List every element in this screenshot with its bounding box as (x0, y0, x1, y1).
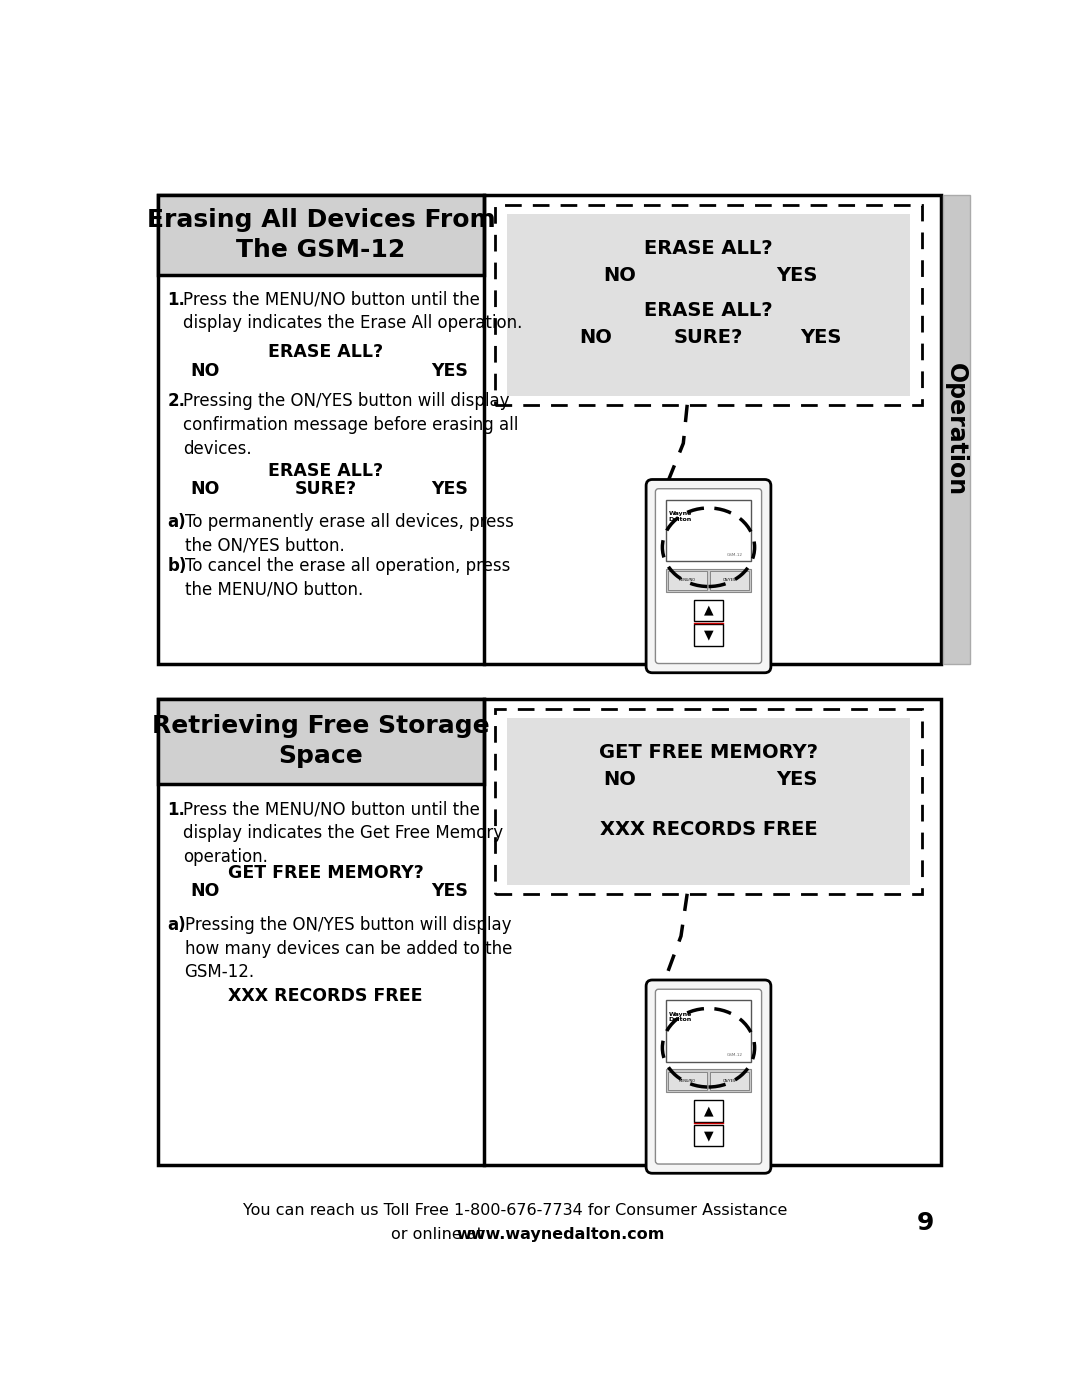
Text: Press the MENU/NO button until the
display indicates the Erase All operation.: Press the MENU/NO button until the displ… (183, 291, 523, 332)
Text: Wayne
Dalton: Wayne Dalton (669, 511, 692, 522)
Text: YES: YES (431, 362, 469, 380)
Text: ▼: ▼ (704, 629, 713, 641)
Text: NO: NO (191, 481, 220, 499)
Text: ERASE ALL?: ERASE ALL? (268, 344, 383, 362)
Text: ON/YES: ON/YES (723, 578, 737, 583)
Text: Press the MENU/NO button until the
display indicates the Get Free Memory
operati: Press the MENU/NO button until the displ… (183, 800, 503, 866)
FancyBboxPatch shape (656, 489, 761, 664)
Text: NO: NO (579, 327, 612, 346)
Text: or online at: or online at (391, 1227, 488, 1242)
Text: GET FREE MEMORY?: GET FREE MEMORY? (228, 863, 423, 882)
Text: To permanently erase all devices, press
the ON/YES button.: To permanently erase all devices, press … (185, 513, 513, 555)
Text: Pressing the ON/YES button will display
how many devices can be added to the
GSM: Pressing the ON/YES button will display … (185, 916, 512, 981)
Bar (693, 624, 724, 645)
FancyBboxPatch shape (646, 979, 771, 1173)
Text: ▲: ▲ (704, 1105, 713, 1118)
Bar (496, 708, 921, 894)
Text: Operation: Operation (944, 363, 968, 496)
Bar (666, 1069, 751, 1092)
Text: ▲: ▲ (704, 604, 713, 617)
Text: GET FREE MEMORY?: GET FREE MEMORY? (599, 743, 818, 763)
Text: a): a) (167, 916, 186, 935)
Text: Erasing All Devices From
The GSM-12: Erasing All Devices From The GSM-12 (147, 208, 496, 261)
Text: XXX RECORDS FREE: XXX RECORDS FREE (599, 820, 818, 840)
Text: ERASE ALL?: ERASE ALL? (644, 300, 773, 320)
Text: XXX RECORDS FREE: XXX RECORDS FREE (228, 986, 423, 1004)
Text: Wayne
Dalton: Wayne Dalton (669, 1011, 692, 1023)
Text: www.waynedalton.com: www.waynedalton.com (456, 1227, 664, 1242)
Bar (693, 1125, 724, 1147)
Text: GSM-12: GSM-12 (727, 553, 743, 557)
Text: b): b) (167, 557, 187, 576)
Text: YES: YES (777, 265, 818, 285)
FancyBboxPatch shape (656, 989, 761, 1164)
Bar (667, 1071, 707, 1090)
Bar (693, 599, 724, 622)
Text: To cancel the erase all operation, press
the MENU/NO button.: To cancel the erase all operation, press… (185, 557, 510, 599)
Bar (710, 1071, 750, 1090)
Text: MENU/NO: MENU/NO (679, 578, 696, 583)
Bar (159, 194, 941, 665)
Bar (507, 718, 910, 884)
Text: ERASE ALL?: ERASE ALL? (268, 462, 383, 479)
Text: YES: YES (777, 770, 818, 789)
Text: NO: NO (604, 770, 636, 789)
Text: NO: NO (191, 362, 220, 380)
Text: SURE?: SURE? (674, 327, 743, 346)
Bar (507, 214, 910, 395)
Text: 1.: 1. (167, 800, 186, 819)
Text: 2.: 2. (167, 393, 186, 411)
Text: ON/YES: ON/YES (723, 1078, 737, 1083)
Text: GSM-12: GSM-12 (727, 1053, 743, 1058)
Bar (666, 1000, 751, 1062)
Text: 1.: 1. (167, 291, 186, 309)
Text: Pressing the ON/YES button will display
confirmation message before erasing all
: Pressing the ON/YES button will display … (183, 393, 518, 458)
Text: Retrieving Free Storage
Space: Retrieving Free Storage Space (152, 714, 490, 768)
Text: MENU/NO: MENU/NO (679, 1078, 696, 1083)
Text: YES: YES (800, 327, 842, 346)
Bar (496, 204, 921, 405)
Text: ERASE ALL?: ERASE ALL? (644, 239, 773, 258)
Bar (159, 194, 484, 275)
Bar (943, 194, 970, 665)
Text: NO: NO (604, 265, 636, 285)
Text: YES: YES (431, 481, 469, 499)
Bar (159, 698, 941, 1165)
FancyBboxPatch shape (646, 479, 771, 673)
Bar (710, 571, 750, 590)
Bar (693, 1099, 724, 1122)
Text: 9: 9 (917, 1211, 934, 1235)
Bar (666, 500, 751, 562)
Text: SURE?: SURE? (295, 481, 356, 499)
Bar (666, 569, 751, 592)
Text: NO: NO (191, 882, 220, 900)
Text: YES: YES (431, 882, 469, 900)
Bar (667, 571, 707, 590)
Text: a): a) (167, 513, 186, 531)
Text: You can reach us Toll Free 1-800-676-7734 for Consumer Assistance: You can reach us Toll Free 1-800-676-773… (243, 1203, 787, 1218)
Bar (159, 698, 484, 784)
Text: ▼: ▼ (704, 1129, 713, 1141)
